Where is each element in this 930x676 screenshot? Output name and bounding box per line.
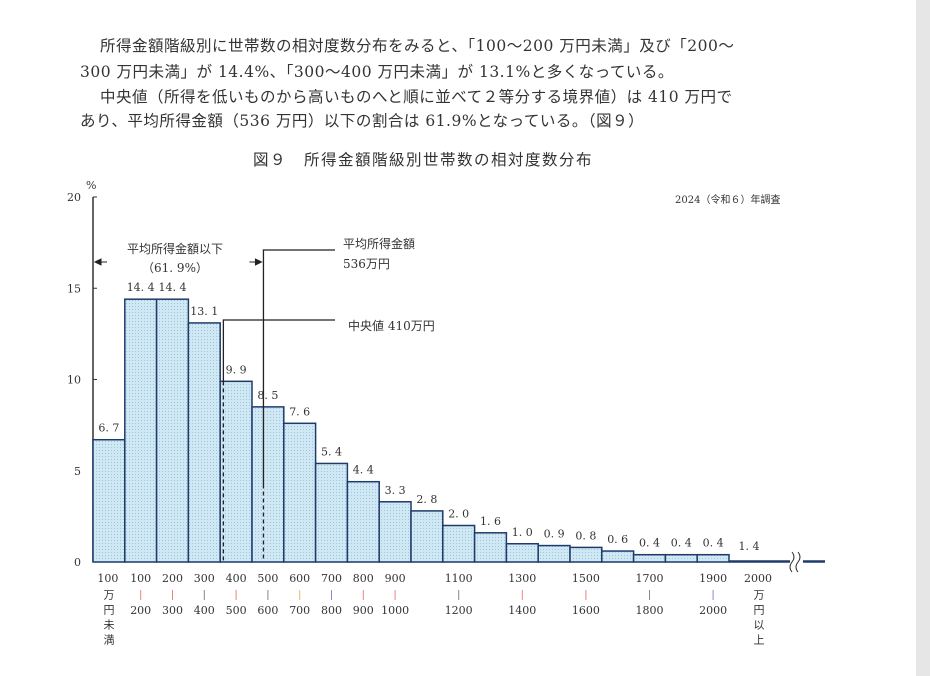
x-label-bottom: 300 bbox=[162, 604, 183, 617]
bar-value-label: 0. 6 bbox=[607, 533, 628, 546]
mean-leader-line bbox=[262, 249, 335, 485]
bar-value-label: 2. 0 bbox=[448, 508, 469, 521]
bar bbox=[346, 480, 380, 563]
y-tick-label: 0 bbox=[74, 556, 81, 569]
y-tick-label: 5 bbox=[74, 465, 81, 478]
bar-value-label: 14. 4 bbox=[159, 281, 187, 294]
x-label-vertical-under-100: 万円未満 bbox=[102, 589, 115, 649]
x-label-top: 100 bbox=[97, 572, 118, 585]
y-tick-label: 15 bbox=[67, 282, 81, 295]
bar bbox=[473, 532, 508, 563]
x-label-top: 1500 bbox=[572, 572, 600, 585]
bar bbox=[124, 298, 158, 563]
bar-value-label: 0. 4 bbox=[639, 537, 660, 550]
y-tick-label: 10 bbox=[67, 374, 81, 387]
x-label-top: 500 bbox=[257, 572, 278, 585]
bar-value-label: 9. 9 bbox=[226, 363, 247, 376]
x-label-bottom: 500 bbox=[226, 604, 247, 617]
bar bbox=[696, 553, 730, 563]
bar bbox=[632, 553, 667, 563]
x-label-top: 2000 bbox=[744, 572, 772, 585]
x-label-top: 300 bbox=[194, 572, 215, 585]
bar bbox=[442, 524, 476, 563]
y-tick-label: 20 bbox=[67, 191, 81, 204]
bar-value-label: 1. 0 bbox=[512, 526, 533, 539]
arrow-right-icon bbox=[249, 258, 263, 266]
bar-value-label: 2. 8 bbox=[416, 493, 437, 506]
arrow-left-icon bbox=[93, 258, 107, 266]
x-label-top: 1100 bbox=[445, 572, 473, 585]
x-label-bottom: 2000 bbox=[699, 604, 727, 617]
bar-value-label: 3. 3 bbox=[385, 484, 406, 497]
median-leader-line bbox=[222, 319, 335, 382]
bar-value-label: 8. 5 bbox=[257, 389, 278, 402]
x-label-top: 100 bbox=[130, 572, 151, 585]
x-label-top: 400 bbox=[226, 572, 247, 585]
bar bbox=[410, 510, 444, 563]
median-label: 中央値 410万円 bbox=[348, 318, 435, 333]
bar-value-label: 0. 9 bbox=[544, 528, 565, 541]
x-label-top: 900 bbox=[385, 572, 406, 585]
body-text-line-4: あり、平均所得金額（536 万円）以下の割合は 61.9%となっている。（図９） bbox=[80, 112, 645, 130]
x-label-top: 1700 bbox=[636, 572, 664, 585]
bar bbox=[187, 322, 221, 563]
body-text-line-3: 中央値（所得を低いものから高いものへと順に並べて２等分する境界値）は 410 万… bbox=[100, 88, 733, 106]
bar-value-label: 0. 4 bbox=[671, 537, 692, 550]
bar bbox=[505, 543, 539, 563]
chart-title: 図９ 所得金額階級別世帯数の相対度数分布 bbox=[253, 151, 594, 169]
x-label-top: 200 bbox=[162, 572, 183, 585]
bar bbox=[92, 438, 126, 563]
bar-value-label: 7. 6 bbox=[289, 405, 310, 418]
axis-break-icon bbox=[789, 551, 801, 573]
x-label-bottom: 400 bbox=[194, 604, 215, 617]
x-label-bottom: 1400 bbox=[508, 604, 536, 617]
bar-value-label: 1. 6 bbox=[480, 515, 501, 528]
body-text-line-1: 所得金額階級別に世帯数の相対度数分布をみると、「100〜200 万円未満」及び「… bbox=[100, 37, 735, 55]
bar-value-label: 1. 4 bbox=[739, 540, 760, 553]
x-label-top: 700 bbox=[321, 572, 342, 585]
bar bbox=[569, 546, 603, 563]
bar bbox=[601, 550, 635, 563]
bar bbox=[314, 462, 349, 563]
x-label-bottom: 1000 bbox=[381, 604, 409, 617]
bar bbox=[219, 380, 253, 563]
x-label-bottom: 1600 bbox=[572, 604, 600, 617]
x-label-bottom: 1800 bbox=[636, 604, 664, 617]
x-label-vertical-2000-and-over: 万円以上 bbox=[752, 589, 765, 649]
x-label-bottom: 700 bbox=[289, 604, 310, 617]
mean-label: 平均所得金額 bbox=[343, 236, 415, 251]
bar-value-label: 0. 4 bbox=[703, 537, 724, 550]
y-axis-unit: % bbox=[86, 179, 96, 192]
x-label-bottom: 600 bbox=[257, 604, 278, 617]
bar-value-label: 6. 7 bbox=[98, 422, 119, 435]
x-label-bottom: 900 bbox=[353, 604, 374, 617]
x-label-bottom: 200 bbox=[130, 604, 151, 617]
bar bbox=[537, 544, 571, 563]
body-text-line-2: 300 万円未満」が 14.4%、「300〜400 万円未満」が 13.1%と多… bbox=[80, 63, 674, 81]
survey-note: 2024（令和６）年調査 bbox=[675, 193, 780, 206]
bar-value-label: 14. 4 bbox=[127, 281, 155, 294]
x-label-top: 1900 bbox=[699, 572, 727, 585]
below-mean-label: 平均所得金額以下 bbox=[127, 241, 223, 256]
bar bbox=[251, 406, 285, 563]
bar bbox=[283, 422, 317, 563]
x-label-top: 600 bbox=[289, 572, 310, 585]
bar-value-label: 0. 8 bbox=[575, 529, 596, 542]
x-label-bottom: 800 bbox=[321, 604, 342, 617]
bar bbox=[378, 501, 412, 563]
x-label-top: 800 bbox=[353, 572, 374, 585]
mean-value: 536万円 bbox=[343, 257, 390, 271]
bar-value-label: 13. 1 bbox=[190, 305, 218, 318]
bar bbox=[155, 298, 190, 563]
bar-value-label: 4. 4 bbox=[353, 464, 374, 477]
below-mean-percent: （61. 9%） bbox=[142, 261, 208, 275]
bar-value-label: 5. 4 bbox=[321, 445, 342, 458]
x-label-bottom: 1200 bbox=[445, 604, 473, 617]
viewer-edge bbox=[916, 0, 930, 676]
bar bbox=[664, 553, 698, 563]
x-label-top: 1300 bbox=[508, 572, 536, 585]
